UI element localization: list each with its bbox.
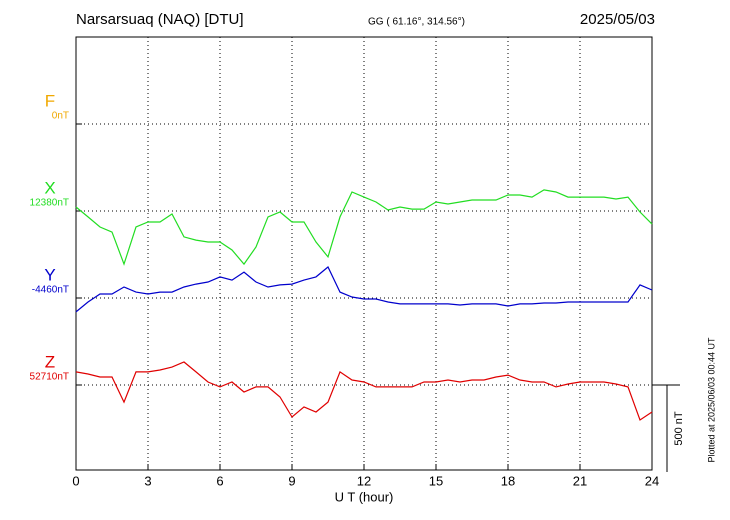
x-tick-label: 24 — [645, 473, 659, 488]
series-name: Y — [44, 265, 55, 284]
date: 2025/05/03 — [580, 11, 655, 28]
x-tick-label: 0 — [72, 473, 79, 488]
chart-subtitle: GG ( 61.16°, 314.56°) — [368, 17, 465, 28]
baseline-label: 0nT — [52, 111, 69, 122]
series-line — [75, 361, 653, 421]
baseline-label: 12380nT — [30, 198, 69, 209]
x-tick-label: 21 — [573, 473, 587, 488]
series-line — [75, 266, 653, 313]
x-tick-label: 12 — [357, 473, 371, 488]
x-tick-label: 18 — [501, 473, 515, 488]
scale-bar-label: 500 nT — [673, 411, 685, 446]
x-tick-label: 15 — [429, 473, 443, 488]
x-tick-label: 6 — [216, 473, 223, 488]
series-name: Z — [45, 352, 55, 371]
footnote: Plotted at 2025/06/03 00:44 UT — [706, 337, 716, 463]
x-axis-label: U T (hour) — [335, 489, 394, 504]
series-name: X — [44, 178, 55, 197]
chart-title: Narsarsuaq (NAQ) [DTU] — [76, 11, 244, 28]
baseline-label: 52710nT — [30, 372, 69, 383]
series-name: F — [45, 91, 55, 110]
x-tick-label: 9 — [288, 473, 295, 488]
baseline-label: -4460nT — [32, 285, 69, 296]
series-line — [75, 189, 653, 266]
x-tick-label: 3 — [144, 473, 151, 488]
